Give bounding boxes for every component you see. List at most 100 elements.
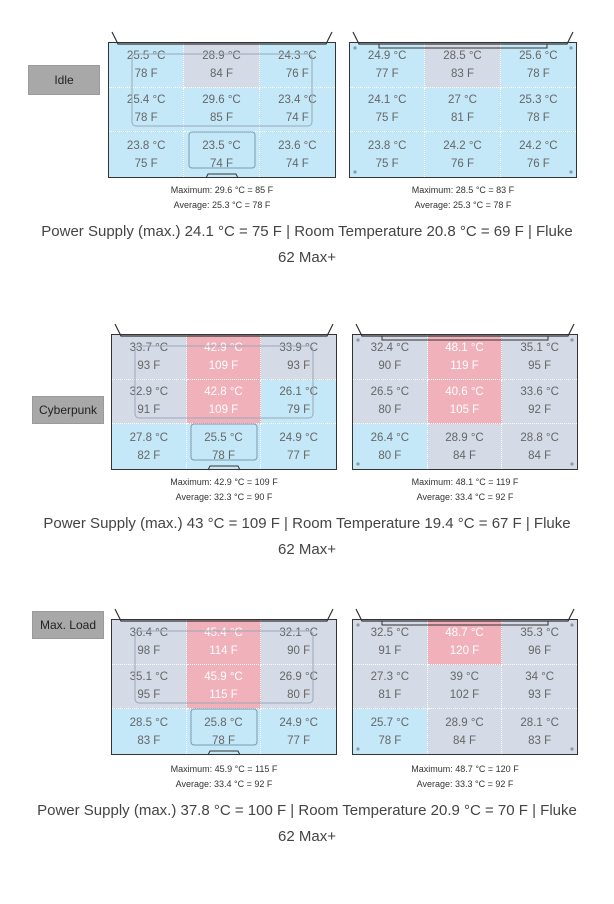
celsius-value: 28.9 °C (445, 716, 484, 729)
celsius-value: 26.1 °C (279, 386, 318, 399)
stats-right: Maximum: 48.7 °C = 120 F Average: 33.3 °C… (352, 762, 578, 792)
power-supply-caption: Power Supply (max.) 37.8 °C = 100 F | Ro… (0, 798, 614, 850)
celsius-value: 35.1 °C (129, 671, 169, 684)
celsius-value: 42.9 °C (204, 341, 243, 354)
temperature-cell: 26.9 °C 80 F (261, 664, 336, 710)
celsius-value: 26.5 °C (370, 386, 410, 399)
celsius-value: 25.8 °C (204, 716, 243, 729)
temperature-cell: 24.9 °C 77 F (261, 424, 336, 469)
temperature-cell: 28.9 °C 84 F (427, 709, 503, 754)
fahrenheit-value: 78 F (526, 112, 550, 125)
temperature-cell: 32.4 °C 90 F (353, 335, 428, 380)
celsius-value: 48.7 °C (445, 626, 484, 639)
power-supply-caption: Power Supply (max.) 24.1 °C = 75 F | Roo… (0, 219, 614, 271)
celsius-value: 24.1 °C (367, 94, 407, 107)
celsius-value: 23.8 °C (126, 139, 166, 152)
power-supply-caption: Power Supply (max.) 43 °C = 109 F | Room… (0, 511, 614, 563)
fahrenheit-value: 95 F (137, 689, 161, 702)
fahrenheit-value: 84 F (209, 67, 233, 80)
temperature-cell: 24.2 °C 76 F (425, 132, 501, 177)
fahrenheit-value: 78 F (211, 449, 235, 462)
temperature-cell: 28.5 °C 83 F (425, 43, 501, 88)
fahrenheit-value: 78 F (526, 67, 550, 80)
temperature-cell: 45.4 °C 114 F (186, 620, 262, 665)
power-supply-line: Power Supply (max.) 37.8 °C = 100 F | Ro… (37, 802, 577, 819)
celsius-value: 23.6 °C (278, 139, 317, 152)
temperature-cell: 42.8 °C 109 F (186, 379, 262, 425)
fahrenheit-value: 95 F (528, 359, 552, 372)
celsius-value: 28.9 °C (202, 49, 241, 62)
celsius-value: 35.1 °C (520, 341, 559, 354)
fahrenheit-value: 78 F (134, 67, 158, 80)
celsius-value: 25.3 °C (519, 94, 558, 107)
celsius-value: 24.9 °C (279, 431, 318, 444)
average-text: Average: 25.3 °C = 78 F (173, 200, 271, 210)
temperature-cell: 42.9 °C 109 F (186, 335, 262, 380)
celsius-value: 24.9 °C (279, 716, 318, 729)
celsius-value: 26.4 °C (370, 431, 410, 444)
fahrenheit-value: 78 F (378, 734, 402, 747)
celsius-value: 32.4 °C (370, 341, 410, 354)
thermal-grid-right: 32.5 °C 91 F 48.7 °C 120 F 35.3 °C 96 F 27.3 °… (352, 619, 578, 755)
temperature-cell: 26.5 °C 80 F (353, 379, 428, 425)
fahrenheit-value: 109 F (208, 404, 239, 417)
fahrenheit-value: 93 F (137, 359, 161, 372)
fahrenheit-value: 85 F (209, 112, 233, 125)
celsius-value: 27.3 °C (370, 671, 410, 684)
fahrenheit-value: 82 F (137, 449, 161, 462)
power-supply-line-continued: 62 Max+ (278, 828, 336, 845)
celsius-value: 25.5 °C (204, 431, 243, 444)
maximum-text: Maximum: 45.9 °C = 115 F (170, 764, 278, 774)
celsius-value: 23.5 °C (202, 139, 241, 152)
fahrenheit-value: 91 F (137, 404, 161, 417)
temperature-cell: 23.6 °C 74 F (259, 132, 335, 177)
celsius-value: 24.2 °C (443, 139, 482, 152)
temperature-cell: 24.3 °C 76 F (259, 43, 335, 88)
celsius-value: 26.9 °C (279, 671, 318, 684)
temperature-cell: 35.1 °C 95 F (112, 664, 187, 710)
load-label: Idle (28, 65, 100, 95)
temperature-cell: 35.3 °C 96 F (502, 620, 577, 665)
celsius-value: 29.6 °C (202, 94, 241, 107)
temperature-cell: 29.6 °C 85 F (184, 87, 260, 133)
celsius-value: 48.1 °C (445, 341, 484, 354)
load-label: Max. Load (32, 611, 104, 639)
celsius-value: 32.5 °C (370, 626, 410, 639)
thermal-grid-left: 36.4 °C 98 F 45.4 °C 114 F 32.1 °C 90 F 35.1 °… (111, 619, 337, 755)
fahrenheit-value: 91 F (378, 644, 402, 657)
temperature-cell: 26.1 °C 79 F (261, 379, 336, 425)
temperature-cell: 25.5 °C 78 F (186, 424, 262, 469)
temperature-cell: 33.9 °C 93 F (261, 335, 336, 380)
temperature-cell: 23.4 °C 74 F (259, 87, 335, 133)
celsius-value: 28.8 °C (520, 431, 559, 444)
fahrenheit-value: 98 F (137, 644, 161, 657)
fahrenheit-value: 83 F (450, 67, 474, 80)
celsius-value: 23.8 °C (367, 139, 407, 152)
celsius-value: 36.4 °C (129, 626, 169, 639)
fahrenheit-value: 109 F (208, 359, 239, 372)
temperature-cell: 32.9 °C 91 F (112, 379, 187, 425)
fahrenheit-value: 77 F (287, 734, 311, 747)
temperature-cell: 28.9 °C 84 F (184, 43, 260, 88)
fahrenheit-value: 83 F (528, 734, 552, 747)
temperature-cell: 45.9 °C 115 F (186, 664, 262, 710)
celsius-value: 40.6 °C (445, 386, 484, 399)
fahrenheit-value: 81 F (378, 689, 402, 702)
temperature-cell: 25.3 °C 78 F (500, 87, 576, 133)
celsius-value: 45.4 °C (204, 626, 243, 639)
celsius-value: 28.9 °C (445, 431, 484, 444)
stats-right: Maximum: 48.1 °C = 119 F Average: 33.4 °C… (352, 475, 578, 505)
celsius-value: 42.8 °C (204, 386, 243, 399)
fahrenheit-value: 80 F (378, 449, 402, 462)
fahrenheit-value: 114 F (209, 644, 238, 657)
fahrenheit-value: 115 F (209, 689, 238, 702)
temperature-cell: 28.1 °C 83 F (502, 709, 577, 754)
average-text: Average: 33.4 °C = 92 F (175, 779, 273, 789)
celsius-value: 32.1 °C (279, 626, 318, 639)
fahrenheit-value: 76 F (285, 67, 309, 80)
temperature-cell: 48.1 °C 119 F (427, 335, 503, 380)
temperature-cell: 25.6 °C 78 F (500, 43, 576, 88)
fahrenheit-value: 77 F (375, 67, 399, 80)
temperature-cell: 35.1 °C 95 F (502, 335, 577, 380)
average-text: Average: 33.3 °C = 92 F (416, 779, 514, 789)
